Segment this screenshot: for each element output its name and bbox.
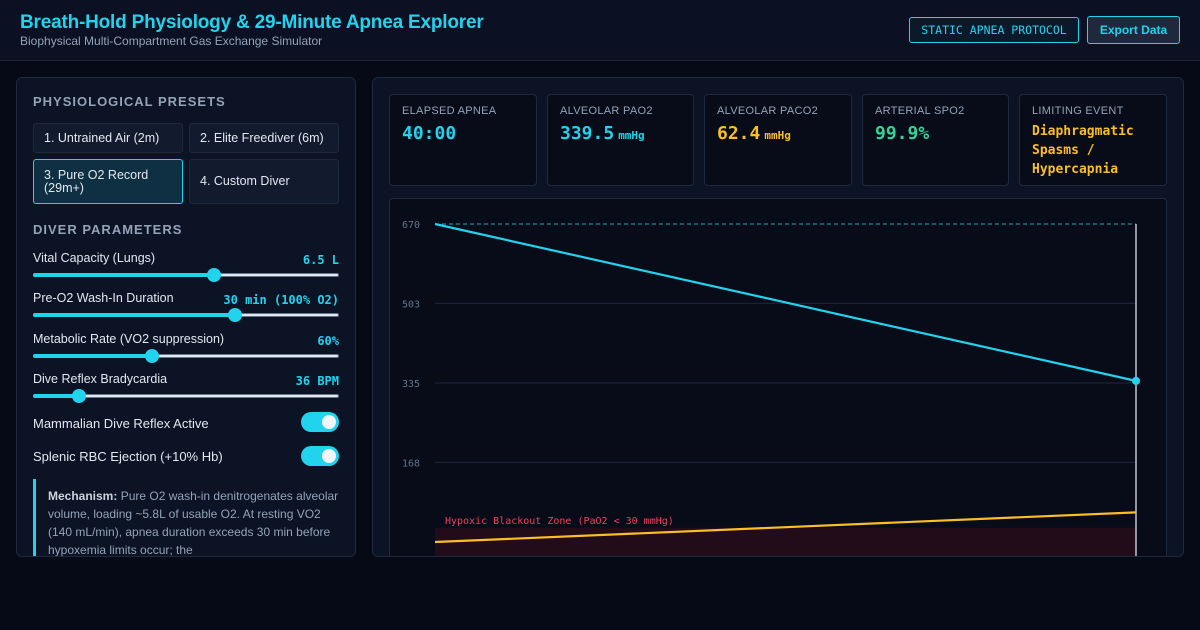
splenic-ejection-toggle[interactable] xyxy=(301,446,339,466)
stat-value: 62.4 mmHg xyxy=(717,123,839,144)
presets-title: PHYSIOLOGICAL PRESETS xyxy=(33,94,226,109)
splenic-ejection-toggle-label: Splenic RBC Ejection (+10% Hb) xyxy=(33,449,223,464)
apnea-chart: 670 503 335 168 Hypoxic Blackout Zone (PaO2 … xyxy=(389,198,1167,556)
stat-limiting-event: LIMITING EVENT Diaphragmatic Spasms / Hy… xyxy=(1019,94,1167,186)
pre-o2-washin-label: Pre-O2 Wash-In Duration xyxy=(33,291,174,305)
toggle-knob xyxy=(322,415,336,429)
metabolic-rate-label: Metabolic Rate (VO2 suppression) xyxy=(33,332,225,346)
stat-value: 99.9% xyxy=(875,123,996,144)
y-tick-label: 335 xyxy=(402,379,420,390)
slider-fill xyxy=(33,394,79,398)
app-subtitle: Biophysical Multi-Compartment Gas Exchan… xyxy=(20,34,323,48)
stat-label: LIMITING EVENT xyxy=(1032,105,1124,117)
slider-fill xyxy=(33,273,214,277)
stat-label: ALVEOLAR PACO2 xyxy=(717,105,818,117)
limiting-event-value: Diaphragmatic Spasms / Hypercapnia xyxy=(1032,124,1134,177)
slider-fill xyxy=(33,313,235,317)
slider-thumb[interactable] xyxy=(71,389,86,403)
mechanism-text: Pure O2 wash-in denitrogenates alveolar … xyxy=(48,489,339,557)
preset-untrained-air[interactable]: 1. Untrained Air (2m) xyxy=(33,123,183,153)
y-tick-label: 503 xyxy=(402,299,420,310)
series-line-1 xyxy=(434,511,1137,544)
stat-unit: mmHg xyxy=(764,129,791,142)
bradycardia-label: Dive Reflex Bradycardia xyxy=(33,372,168,386)
series-line-0 xyxy=(434,222,1137,382)
slider-thumb[interactable] xyxy=(145,349,160,363)
pre-o2-washin-slider[interactable] xyxy=(33,308,339,322)
bradycardia-value: 36 BPM xyxy=(295,374,339,388)
mechanism-note: Mechanism: Pure O2 wash-in denitrogenate… xyxy=(33,479,339,557)
slider-fill xyxy=(33,354,153,358)
slider-thumb[interactable] xyxy=(227,308,242,322)
vital-capacity-label: Vital Capacity (Lungs) xyxy=(33,251,156,265)
app-title: Breath-Hold Physiology & 29-Minute Apnea… xyxy=(20,12,484,33)
dive-reflex-toggle[interactable] xyxy=(301,412,339,432)
stat-value: 339.5 mmHg xyxy=(560,123,681,144)
diver-params-title: DIVER PARAMETERS xyxy=(33,222,183,237)
stat-label: ALVEOLAR PAO2 xyxy=(560,105,653,117)
metabolic-rate-value: 60% xyxy=(317,334,339,348)
metabolic-rate-slider[interactable] xyxy=(33,349,339,363)
pre-o2-washin-value: 30 min (100% O2) xyxy=(223,293,339,307)
dive-reflex-toggle-label: Mammalian Dive Reflex Active xyxy=(33,416,209,431)
protocol-badge: STATIC APNEA PROTOCOL xyxy=(909,17,1079,43)
vital-capacity-slider[interactable] xyxy=(33,268,339,282)
controls-panel: PHYSIOLOGICAL PRESETS 1. Untrained Air (… xyxy=(16,77,356,557)
toggle-knob xyxy=(322,449,336,463)
hypoxic-zone-label: Hypoxic Blackout Zone (PaO2 < 30 mmHg) xyxy=(445,516,674,527)
slider-thumb[interactable] xyxy=(206,268,221,282)
stat-arterial-spo2: ARTERIAL SPO2 99.9% xyxy=(862,94,1009,186)
stat-label: ELAPSED APNEA xyxy=(402,105,497,117)
y-tick-label: 168 xyxy=(402,458,420,469)
mechanism-heading: Mechanism: xyxy=(48,489,118,503)
vital-capacity-value: 6.5 L xyxy=(302,253,339,267)
apnea-chart-svg: 670 503 335 168 Hypoxic Blackout Zone (PaO2 … xyxy=(402,220,1140,556)
app-header: Breath-Hold Physiology & 29-Minute Apnea… xyxy=(0,0,1200,61)
stat-value: 40:00 xyxy=(402,123,524,144)
results-panel: ELAPSED APNEA 40:00 ALVEOLAR PAO2 339.5 m… xyxy=(372,77,1184,557)
preset-label: 1. Untrained Air (2m) xyxy=(44,130,160,145)
stat-alveolar-pao2: ALVEOLAR PAO2 339.5 mmHg xyxy=(547,94,694,186)
stat-alveolar-paco2: ALVEOLAR PACO2 62.4 mmHg xyxy=(704,94,852,186)
hypoxic-zone xyxy=(435,527,1136,556)
preset-pure-o2-record[interactable]: 3. Pure O2 Record (29m+) xyxy=(33,159,183,204)
stat-number: 339.5 xyxy=(560,123,615,144)
stat-number: 62.4 xyxy=(717,123,761,144)
stat-label: ARTERIAL SPO2 xyxy=(875,105,965,117)
preset-label: 4. Custom Diver xyxy=(200,174,290,188)
stat-unit: mmHg xyxy=(618,129,645,142)
stat-number: 99.9% xyxy=(875,123,930,144)
series-end-point xyxy=(1132,376,1140,385)
preset-elite-freediver[interactable]: 2. Elite Freediver (6m) xyxy=(189,123,339,153)
y-tick-label: 670 xyxy=(402,220,420,231)
stat-number: 40:00 xyxy=(402,123,457,144)
preset-label: 2. Elite Freediver (6m) xyxy=(200,130,324,145)
preset-label: 3. Pure O2 Record (29m+) xyxy=(44,167,149,195)
export-data-button[interactable]: Export Data xyxy=(1087,16,1180,44)
stat-elapsed-apnea: ELAPSED APNEA 40:00 xyxy=(389,94,537,186)
preset-custom-diver[interactable]: 4. Custom Diver xyxy=(189,159,339,204)
bradycardia-slider[interactable] xyxy=(33,389,339,403)
